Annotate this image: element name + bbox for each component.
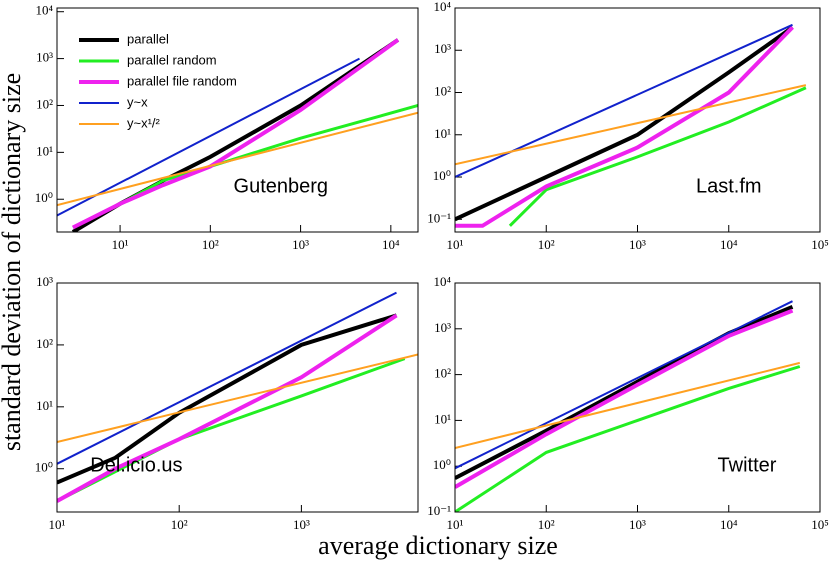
legend-label: y~x¹/² <box>127 115 161 130</box>
series-line <box>455 365 801 512</box>
series-line <box>57 291 397 465</box>
y-tick-label: 10⁰ <box>35 190 53 205</box>
y-tick-label: 10⁰ <box>433 457 451 472</box>
series-line <box>72 38 400 230</box>
y-tick-label: 10² <box>434 366 451 381</box>
x-tick-label: 10⁴ <box>720 517 738 532</box>
series-line <box>72 104 418 229</box>
y-tick-label: 10¹ <box>434 126 451 141</box>
y-tick-label: 10³ <box>434 41 451 56</box>
y-tick-label: 10³ <box>36 274 53 289</box>
x-tick-label: 10² <box>202 237 219 252</box>
x-tick-label: 10³ <box>629 237 646 252</box>
x-tick-label: 10³ <box>292 237 309 252</box>
x-tick-label: 10² <box>538 517 555 532</box>
x-tick-label: 10¹ <box>112 237 129 252</box>
series-line <box>455 361 801 449</box>
y-tick-label: 10¹ <box>434 411 451 426</box>
series-line <box>508 86 807 227</box>
series-line <box>57 57 360 217</box>
y-tick-label: 10² <box>36 96 53 111</box>
plot-lines <box>455 23 807 228</box>
y-tick-label: 10¹ <box>36 398 53 413</box>
series-line <box>455 305 794 480</box>
x-tick-label: 10¹ <box>447 517 464 532</box>
y-tick-label: 10⁴ <box>35 3 53 18</box>
y-tick-label: 10⁰ <box>35 460 53 475</box>
x-tick-label: 10⁴ <box>382 237 400 252</box>
panel-annotation: Gutenberg <box>234 175 329 197</box>
y-tick-label: 10⁻¹ <box>427 503 451 518</box>
legend-label: parallel file random <box>127 73 237 88</box>
x-tick-label: 10⁵ <box>811 237 829 252</box>
series-line <box>455 84 807 166</box>
y-tick-label: 10³ <box>434 320 451 335</box>
y-tick-label: 10³ <box>36 50 53 65</box>
x-tick-label: 10¹ <box>49 517 66 532</box>
x-tick-label: 10³ <box>293 517 310 532</box>
legend-label: parallel <box>127 31 169 46</box>
y-tick-label: 10⁴ <box>433 274 451 289</box>
plot-frame <box>56 7 419 233</box>
series-line <box>57 353 418 443</box>
x-tick-label: 10¹ <box>447 237 464 252</box>
series-line <box>455 25 794 222</box>
legend-label: y~x <box>127 94 148 109</box>
series-line <box>455 300 793 470</box>
x-axis-label: average dictionary size <box>318 531 558 560</box>
series-line <box>455 308 794 489</box>
y-tick-label: 10⁻¹ <box>427 210 451 225</box>
y-tick-label: 10⁰ <box>433 168 451 183</box>
y-axis-label: standard deviation of dictionary size <box>0 73 26 451</box>
plot-frame <box>454 7 821 233</box>
plot-lines <box>455 300 801 512</box>
y-tick-label: 10⁴ <box>433 0 451 14</box>
y-tick-label: 10² <box>434 83 451 98</box>
plot-frame <box>56 282 419 513</box>
panel-annotation: Del.icio.us <box>90 454 182 476</box>
y-tick-label: 10¹ <box>36 143 53 158</box>
x-tick-label: 10⁵ <box>811 517 829 532</box>
x-tick-label: 10² <box>538 237 555 252</box>
panel-annotation: Last.fm <box>696 175 762 197</box>
x-tick-label: 10⁴ <box>720 237 738 252</box>
y-tick-label: 10² <box>36 336 53 351</box>
series-line <box>455 25 794 228</box>
plot-frame <box>454 282 821 513</box>
plot-lines <box>57 291 418 503</box>
plot-lines <box>57 38 418 232</box>
panel-annotation: Twitter <box>718 454 777 476</box>
series-line <box>57 313 398 503</box>
legend-label: parallel random <box>127 52 217 67</box>
series-line <box>57 111 418 207</box>
x-tick-label: 10³ <box>629 517 646 532</box>
x-tick-label: 10² <box>171 517 188 532</box>
